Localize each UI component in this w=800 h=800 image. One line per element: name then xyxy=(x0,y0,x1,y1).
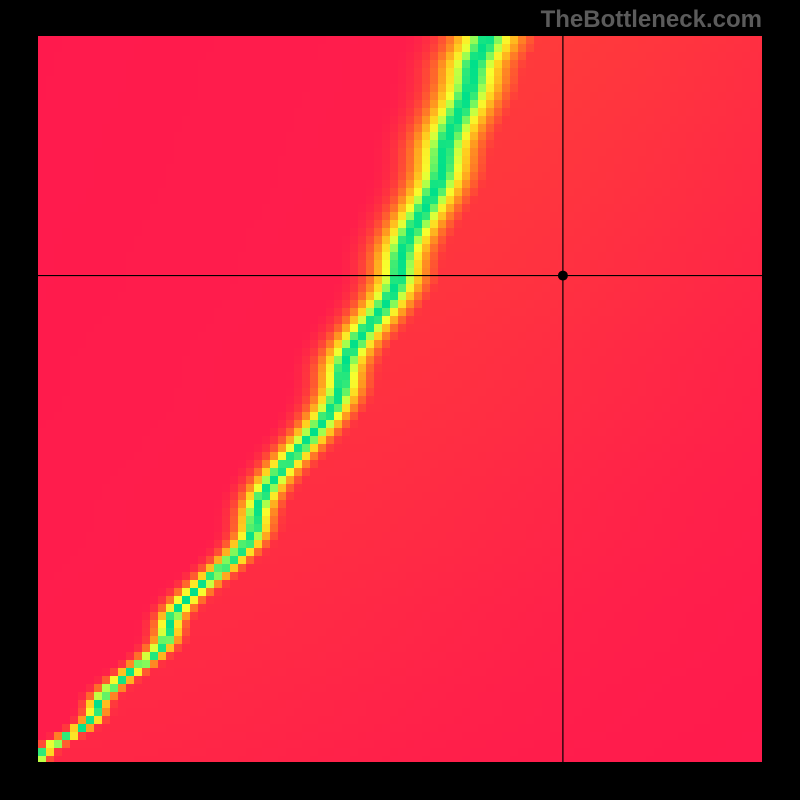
watermark-text: TheBottleneck.com xyxy=(541,6,762,34)
bottleneck-heatmap xyxy=(38,36,762,762)
